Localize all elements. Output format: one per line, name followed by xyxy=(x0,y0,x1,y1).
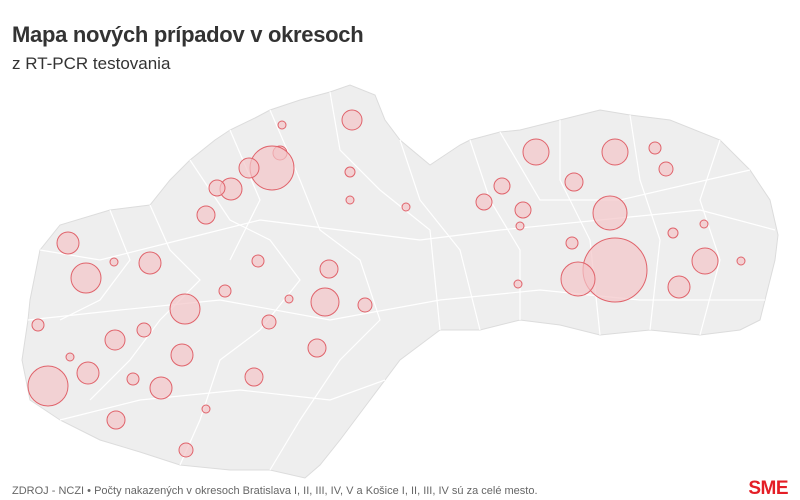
district-case-bubble[interactable] xyxy=(601,138,629,166)
district-case-bubble[interactable] xyxy=(564,172,584,192)
district-border xyxy=(229,129,261,261)
district-case-bubble[interactable] xyxy=(493,177,511,195)
district-case-bubble[interactable] xyxy=(401,202,411,212)
country-outline xyxy=(21,84,779,479)
district-border xyxy=(329,91,441,331)
district-border xyxy=(629,114,661,331)
district-case-bubble[interactable] xyxy=(307,338,327,358)
district-case-bubble[interactable] xyxy=(70,262,102,294)
district-border xyxy=(59,209,131,321)
district-case-bubble[interactable] xyxy=(736,256,746,266)
district-case-bubble[interactable] xyxy=(251,254,265,268)
district-case-bubble[interactable] xyxy=(138,251,162,275)
map-subtitle: z RT-PCR testovania xyxy=(12,54,171,73)
district-case-bubble[interactable] xyxy=(310,287,340,317)
district-case-bubble[interactable] xyxy=(514,201,532,219)
district-case-bubble[interactable] xyxy=(244,367,264,387)
district-case-bubble[interactable] xyxy=(277,120,287,130)
district-case-bubble[interactable] xyxy=(341,109,363,131)
district-case-bubble[interactable] xyxy=(170,343,194,367)
district-case-bubble[interactable] xyxy=(560,261,596,297)
district-border xyxy=(399,139,481,331)
district-case-bubble[interactable] xyxy=(667,275,691,299)
district-case-bubble[interactable] xyxy=(27,365,69,407)
district-case-bubble[interactable] xyxy=(515,221,525,231)
district-case-bubble[interactable] xyxy=(104,329,126,351)
district-case-bubble[interactable] xyxy=(126,372,140,386)
district-case-bubble[interactable] xyxy=(691,247,719,275)
district-case-bubble[interactable] xyxy=(178,442,194,458)
district-case-bubble[interactable] xyxy=(109,257,119,267)
district-case-bubble[interactable] xyxy=(238,157,260,179)
district-border xyxy=(39,209,776,261)
district-case-bubble[interactable] xyxy=(699,219,709,229)
district-case-bubble[interactable] xyxy=(196,205,216,225)
district-case-bubble[interactable] xyxy=(218,284,232,298)
district-border xyxy=(499,131,751,201)
district-border xyxy=(269,109,381,471)
district-case-bubble[interactable] xyxy=(345,195,355,205)
map-title: Mapa nových prípadov v okresoch xyxy=(12,22,364,47)
district-case-bubble[interactable] xyxy=(522,138,550,166)
district-case-bubble[interactable] xyxy=(76,361,100,385)
district-case-bubble[interactable] xyxy=(319,259,339,279)
district-case-bubble[interactable] xyxy=(261,314,277,330)
district-case-bubble[interactable] xyxy=(56,231,80,255)
district-border xyxy=(699,139,721,336)
district-case-bubble[interactable] xyxy=(106,410,126,430)
district-case-bubble[interactable] xyxy=(201,404,211,414)
district-case-bubble[interactable] xyxy=(475,193,493,211)
district-border xyxy=(59,379,386,421)
district-case-bubble[interactable] xyxy=(658,161,674,177)
case-bubbles xyxy=(27,109,746,458)
district-case-bubble[interactable] xyxy=(565,236,579,250)
source-note: ZDROJ - NCZI • Počty nakazených v okreso… xyxy=(12,485,538,497)
district-case-bubble[interactable] xyxy=(357,297,373,313)
district-case-bubble[interactable] xyxy=(31,318,45,332)
district-case-bubble[interactable] xyxy=(65,352,75,362)
district-case-bubble[interactable] xyxy=(169,293,201,325)
district-case-bubble[interactable] xyxy=(149,376,173,400)
district-case-bubble[interactable] xyxy=(284,294,294,304)
district-case-bubble[interactable] xyxy=(513,279,523,289)
district-case-bubble[interactable] xyxy=(136,322,152,338)
district-case-bubble[interactable] xyxy=(667,227,679,239)
district-case-bubble[interactable] xyxy=(344,166,356,178)
district-case-bubble[interactable] xyxy=(592,195,628,231)
sme-logo: SME xyxy=(748,478,788,499)
district-case-bubble[interactable] xyxy=(648,141,662,155)
district-case-bubble[interactable] xyxy=(208,179,226,197)
